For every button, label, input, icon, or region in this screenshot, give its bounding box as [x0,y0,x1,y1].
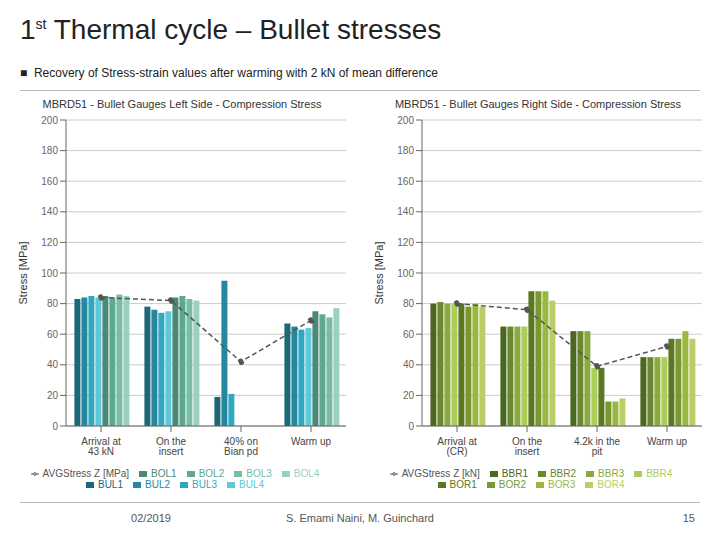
svg-text:Warm up: Warm up [291,436,332,447]
svg-text:200: 200 [41,115,58,126]
svg-text:120: 120 [397,237,414,248]
svg-text:On theinsert: On theinsert [156,436,186,457]
svg-text:80: 80 [403,298,415,309]
html-text:BBR4: BBR4 [646,468,673,479]
html-text:S. Emami Naini, M. Guinchard: S. Emami Naini, M. Guinchard [286,512,434,524]
html-text:AVGStress Z [MPa]: AVGStress Z [MPa] [42,468,130,479]
svg-text:Arrival at43 kN: Arrival at43 kN [81,436,121,457]
html-text:BUL3: BUL3 [192,479,217,490]
svg-text:180: 180 [397,145,414,156]
svg-text:Warm up: Warm up [647,436,688,447]
html-text:BOL4: BOL4 [293,468,320,479]
html-text:BBR2: BBR2 [550,468,577,479]
svg-text:120: 120 [41,237,58,248]
html-text:BOR1: BOR1 [449,479,477,490]
html-text:BUL1: BUL1 [98,479,123,490]
svg-text:40% onBian pd: 40% onBian pd [224,436,258,457]
html-text:AVGStress Z [kN]: AVGStress Z [kN] [401,468,480,479]
svg-text:Arrival at(CR): Arrival at(CR) [437,436,477,457]
svg-text:20: 20 [403,390,415,401]
html-text:BOR4: BOR4 [597,479,625,490]
svg-text:100: 100 [41,268,58,279]
html-text:BOR3: BOR3 [548,479,576,490]
html-text:MBRD51 - Bullet Gauges Left Si: MBRD51 - Bullet Gauges Left Side - Compr… [42,98,322,110]
svg-text:60: 60 [47,329,59,340]
svg-text:200: 200 [397,115,414,126]
svg-text:Stress [MPa]: Stress [MPa] [373,242,385,305]
svg-text:80: 80 [47,298,59,309]
html-text:1stThermal cycle – Bullet stre: 1stThermal cycle – Bullet stresses [20,14,442,45]
html-text:02/2019: 02/2019 [131,512,171,524]
html-text:BOL1: BOL1 [151,468,177,479]
html-text:BBR1: BBR1 [501,468,528,479]
html-text:BOL2: BOL2 [198,468,225,479]
html-text:BOR2: BOR2 [498,479,526,490]
html-text:BBR3: BBR3 [598,468,625,479]
svg-text:0: 0 [408,421,414,432]
html-text:BUL4: BUL4 [239,479,264,490]
svg-text:Stress [MPa]: Stress [MPa] [17,242,29,305]
html-text:■ Recovery of Stress-strain va: ■ Recovery of Stress-strain values after… [20,66,438,80]
svg-text:On theinsert: On theinsert [512,436,542,457]
svg-text:160: 160 [397,176,414,187]
svg-text:100: 100 [397,268,414,279]
svg-text:40: 40 [403,359,415,370]
svg-text:140: 140 [41,206,58,217]
svg-text:20: 20 [47,390,59,401]
svg-text:60: 60 [403,329,415,340]
svg-text:40: 40 [47,359,59,370]
svg-text:0: 0 [52,421,58,432]
svg-text:140: 140 [397,206,414,217]
html-text:MBRD51 - Bullet Gauges Right S: MBRD51 - Bullet Gauges Right Side - Comp… [394,98,682,110]
svg-text:4.2k in thepit: 4.2k in thepit [574,436,621,457]
svg-text:160: 160 [41,176,58,187]
html-text:BOL3: BOL3 [246,468,272,479]
svg-text:180: 180 [41,145,58,156]
html-text:BUL2: BUL2 [145,479,170,490]
html-text:15: 15 [682,512,695,524]
